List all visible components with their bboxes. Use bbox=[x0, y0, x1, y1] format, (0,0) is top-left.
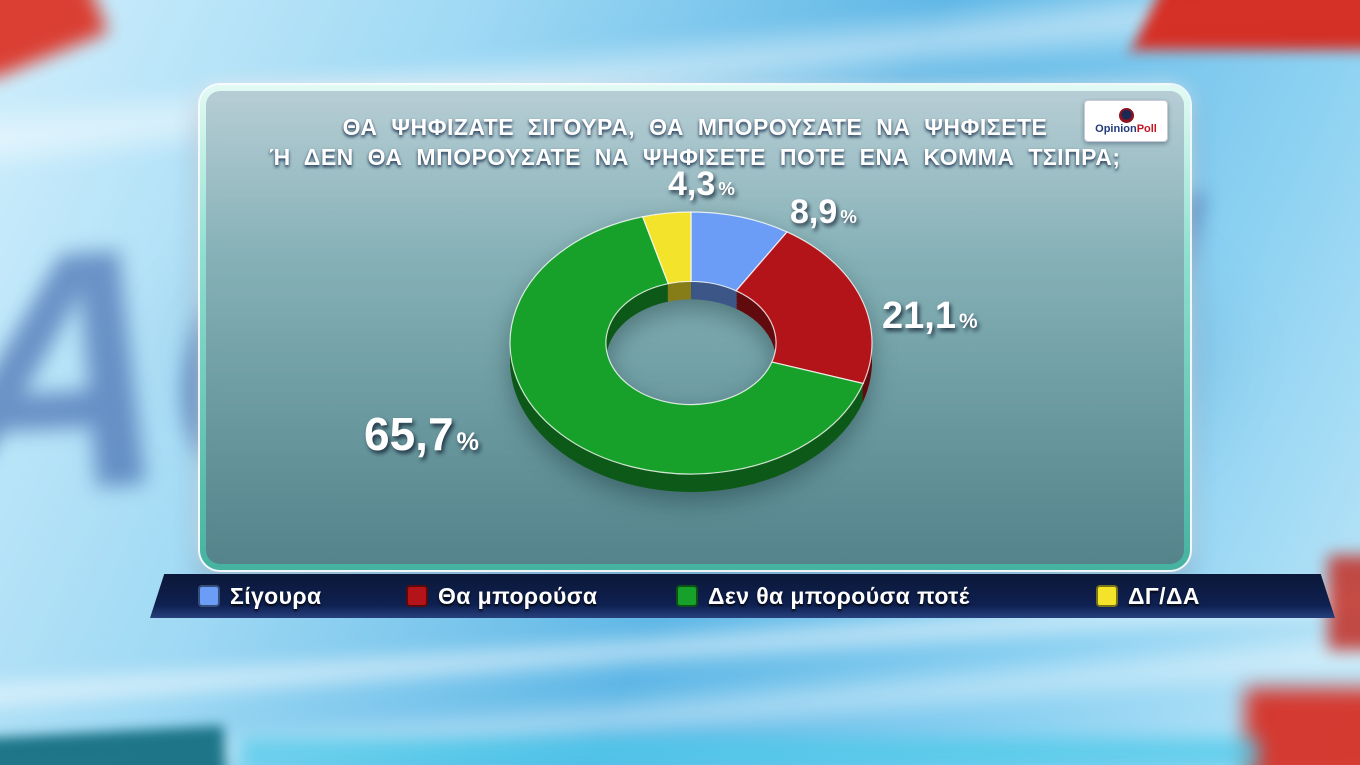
slice-value: 8,9 bbox=[790, 193, 838, 231]
opinionpoll-label-part1: Opinion bbox=[1095, 122, 1137, 135]
legend-item-sigoura: Σίγουρα bbox=[198, 574, 322, 618]
percent-sign: % bbox=[958, 310, 978, 333]
chart-panel: ΘΑ ΨΗΦΙΖΑΤΕ ΣΙΓΟΥΡΑ, ΘΑ ΜΠΟΡΟΥΣΑΤΕ ΝΑ ΨΗ… bbox=[206, 91, 1184, 564]
slice-label-dg-da: 4,3% bbox=[668, 165, 735, 204]
slice-value: 4,3 bbox=[668, 165, 716, 203]
opinionpoll-badge: OpinionPoll bbox=[1084, 100, 1168, 142]
poll-question-line1: ΘΑ ΨΗΦΙΖΑΤΕ ΣΙΓΟΥΡΑ, ΘΑ ΜΠΟΡΟΥΣΑΤΕ ΝΑ ΨΗ… bbox=[342, 114, 1048, 140]
legend-swatch-sigoura bbox=[198, 585, 220, 607]
legend-swatch-tha-mporousa bbox=[406, 585, 428, 607]
legend-bar: Σίγουρα Θα μπορούσα Δεν θα μπορούσα ποτέ… bbox=[150, 574, 1335, 618]
opinionpoll-label-part2: Poll bbox=[1136, 122, 1157, 135]
bg-accent-red-bottom-right bbox=[1245, 688, 1360, 765]
poll-question: ΘΑ ΨΗΦΙΖΑΤΕ ΣΙΓΟΥΡΑ, ΘΑ ΜΠΟΡΟΥΣΑΤΕ ΝΑ ΨΗ… bbox=[206, 113, 1184, 173]
slice-label-sigoura: 8,9% bbox=[790, 193, 857, 232]
poll-question-line2: Ή ΔΕΝ ΘΑ ΜΠΟΡΟΥΣΑΤΕ ΝΑ ΨΗΦΙΣΕΤΕ ΠΟΤΕ ΕΝΑ… bbox=[269, 143, 1121, 170]
slice-value: 65,7 bbox=[364, 408, 454, 460]
legend-item-dg-da: ΔΓ/ΔΑ bbox=[1096, 574, 1200, 618]
legend-item-den-tha-mporousa-pote: Δεν θα μπορούσα ποτέ bbox=[676, 574, 970, 618]
legend-swatch-dg-da bbox=[1096, 585, 1118, 607]
slice-label-den-tha-mporousa: 65,7% bbox=[364, 407, 479, 461]
legend-swatch-den-tha-mporousa-pote bbox=[676, 585, 698, 607]
bg-accent-red-top-right bbox=[1131, 0, 1360, 50]
legend-label-sigoura: Σίγουρα bbox=[230, 582, 322, 609]
donut-chart bbox=[501, 209, 881, 501]
legend-item-tha-mporousa: Θα μπορούσα bbox=[406, 574, 597, 618]
opinionpoll-logo-icon bbox=[1118, 107, 1134, 123]
percent-sign: % bbox=[840, 206, 857, 227]
bg-accent-teal-bottom-left bbox=[0, 725, 227, 765]
bg-accent-red-right bbox=[1328, 555, 1360, 650]
opinionpoll-label: OpinionPoll bbox=[1095, 122, 1157, 135]
bg-accent-red-top-left bbox=[0, 0, 109, 81]
slice-value: 21,1 bbox=[882, 295, 956, 337]
legend-label-den-tha-mporousa-pote: Δεν θα μπορούσα ποτέ bbox=[708, 582, 970, 609]
legend-label-dg-da: ΔΓ/ΔΑ bbox=[1128, 582, 1200, 609]
percent-sign: % bbox=[456, 428, 480, 456]
slice-label-tha-mporousa: 21,1% bbox=[882, 295, 978, 338]
chart-panel-frame: ΘΑ ΨΗΦΙΖΑΤΕ ΣΙΓΟΥΡΑ, ΘΑ ΜΠΟΡΟΥΣΑΤΕ ΝΑ ΨΗ… bbox=[200, 85, 1190, 570]
bg-accent-cyan-bottom bbox=[240, 738, 1260, 765]
legend-label-tha-mporousa: Θα μπορούσα bbox=[438, 582, 598, 609]
percent-sign: % bbox=[718, 178, 735, 199]
